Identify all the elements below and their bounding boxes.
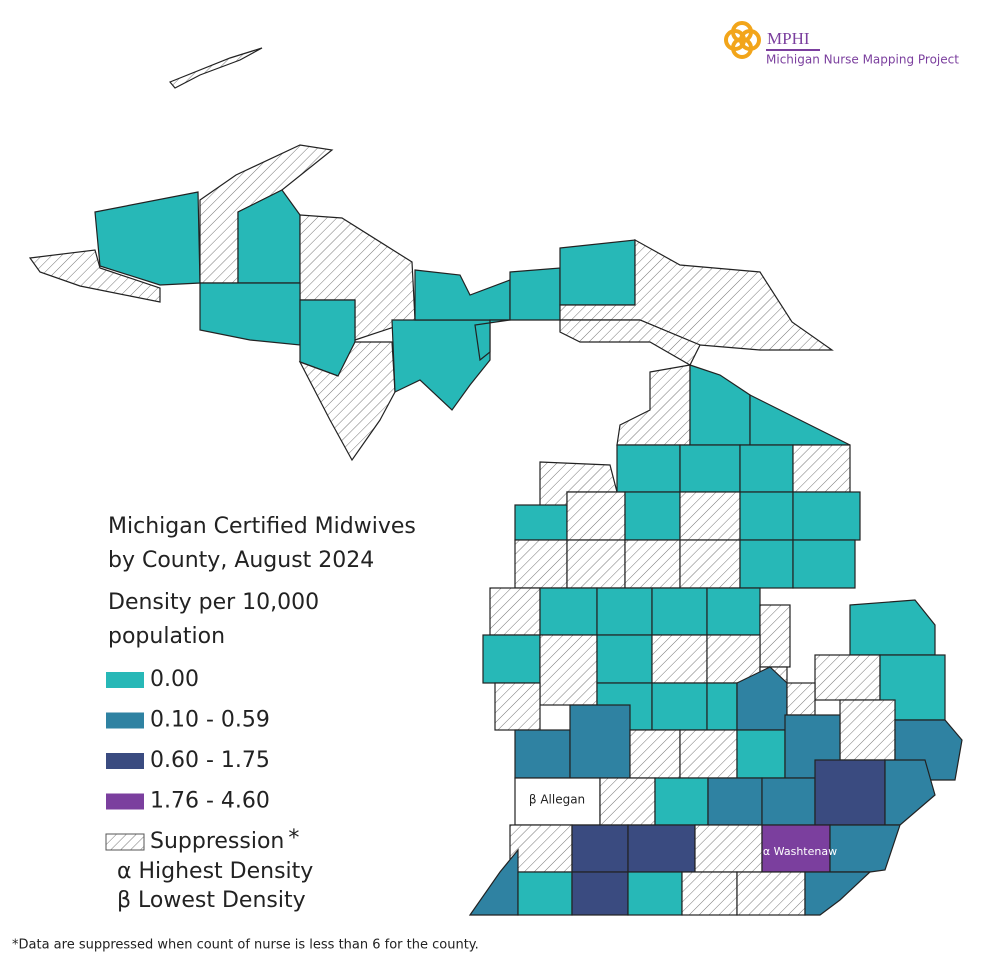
county	[839, 699, 896, 761]
county	[624, 491, 681, 541]
legend-swatch	[106, 793, 144, 810]
county	[596, 587, 653, 636]
county	[94, 191, 201, 286]
county	[759, 604, 791, 668]
legend-label: 0.60 - 1.75	[150, 748, 270, 773]
county	[539, 634, 598, 706]
county	[596, 634, 653, 684]
county-label: α Washtenaw	[763, 845, 837, 858]
county	[566, 539, 626, 589]
legend-swatch	[105, 833, 145, 851]
county	[616, 444, 681, 493]
county	[786, 682, 816, 716]
county	[739, 444, 794, 493]
county	[651, 587, 708, 636]
legend-swatch	[106, 672, 144, 688]
county-label: β Allegan	[529, 793, 585, 807]
county	[482, 634, 541, 684]
logo-name: MPHI	[767, 29, 810, 48]
county	[559, 239, 636, 306]
county	[559, 319, 701, 366]
legend-label: 0.00	[150, 667, 199, 692]
county	[792, 491, 861, 541]
county	[629, 729, 681, 779]
county	[624, 539, 681, 589]
county	[736, 871, 806, 916]
legend: Michigan Certified Midwives by County, A…	[105, 514, 416, 913]
legend-marker: *	[288, 826, 299, 851]
county	[517, 871, 573, 916]
legend-swatch	[106, 753, 144, 769]
legend-swatch	[106, 712, 144, 729]
county	[679, 491, 741, 541]
county	[679, 729, 738, 779]
county	[169, 47, 263, 89]
logo: MPHI Michigan Nurse Mapping Project	[724, 21, 959, 67]
county	[199, 282, 301, 346]
county	[559, 238, 834, 351]
county	[539, 587, 598, 636]
county	[514, 539, 568, 589]
county	[829, 824, 901, 873]
county	[792, 539, 856, 589]
county	[599, 777, 656, 826]
legend-label: 0.10 - 0.59	[150, 708, 270, 733]
county	[694, 824, 763, 873]
county	[814, 759, 886, 826]
county	[792, 444, 851, 493]
county	[569, 704, 631, 779]
county	[849, 599, 936, 656]
county	[391, 319, 491, 411]
county	[707, 777, 763, 826]
county	[509, 824, 573, 873]
county	[494, 682, 541, 731]
county	[739, 491, 794, 541]
county	[489, 587, 541, 636]
county	[627, 871, 683, 916]
footnote: *Data are suppressed when count of nurse…	[12, 938, 479, 953]
county	[814, 654, 881, 701]
county	[689, 364, 751, 446]
county	[566, 491, 626, 541]
county	[736, 729, 786, 779]
logo-project: Michigan Nurse Mapping Project	[766, 53, 959, 67]
county	[884, 759, 936, 826]
key-text: α Highest Density	[117, 859, 313, 884]
michigan-map	[28, 47, 963, 916]
county	[468, 848, 519, 916]
county	[679, 539, 741, 589]
title-line: Michigan Certified Midwives	[108, 514, 416, 539]
county	[706, 587, 761, 636]
county	[28, 249, 161, 303]
legend-label: 1.76 - 4.60	[150, 789, 270, 814]
county	[627, 824, 696, 873]
county	[804, 871, 872, 916]
county	[514, 729, 571, 779]
county	[761, 777, 816, 826]
key-text: β Lowest Density	[117, 888, 306, 913]
county	[571, 871, 629, 916]
county	[706, 682, 738, 731]
county	[749, 394, 851, 446]
title-line: by County, August 2024	[108, 548, 374, 573]
county	[654, 777, 709, 826]
county	[706, 634, 761, 684]
county	[514, 777, 601, 826]
legend-label: Suppression	[150, 829, 284, 854]
subtitle-line: Density per 10,000	[108, 590, 319, 615]
county	[651, 634, 708, 684]
county	[514, 504, 568, 541]
county	[571, 824, 629, 873]
county	[414, 269, 511, 321]
county	[681, 871, 738, 916]
county	[739, 539, 794, 589]
subtitle-line: population	[108, 624, 225, 649]
county	[616, 364, 691, 446]
county	[651, 682, 708, 731]
county	[679, 444, 741, 493]
